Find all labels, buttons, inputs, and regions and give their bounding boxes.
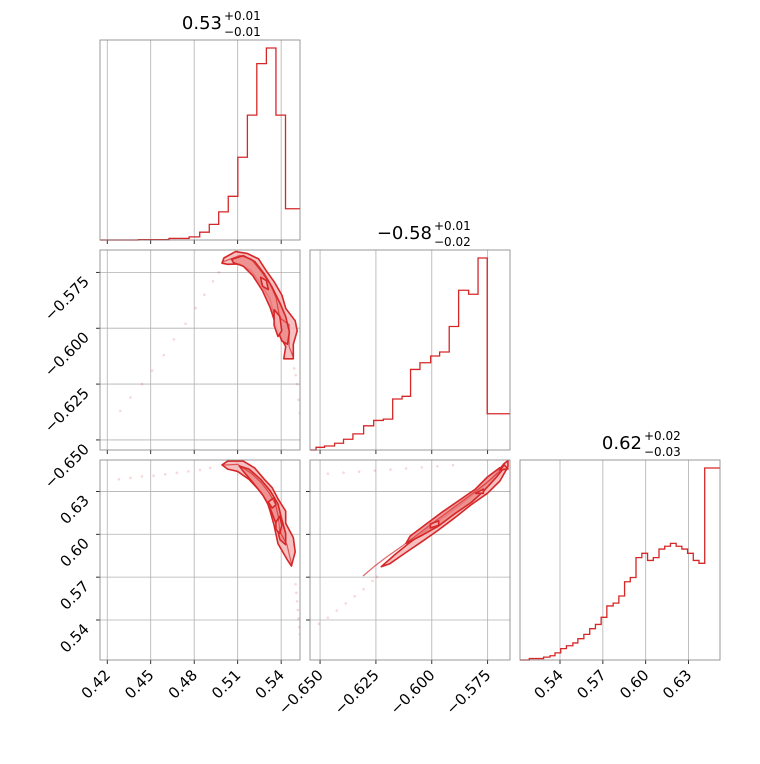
scatter-point	[129, 476, 132, 480]
scatter-point	[297, 398, 300, 402]
contour-panel-0	[118, 250, 300, 415]
scatter-point	[140, 382, 144, 386]
y-tick-label: −0.625	[41, 384, 93, 436]
x-tick-label: 0.45	[121, 666, 157, 702]
scatter-point	[187, 470, 190, 473]
scatter-point	[295, 382, 299, 386]
scatter-point	[292, 367, 296, 370]
scatter-point	[389, 468, 392, 471]
panel-frame-0-0	[99, 39, 301, 241]
scatter-point	[357, 470, 361, 474]
scatter-point	[373, 469, 377, 472]
histogram-step-2	[520, 467, 720, 661]
title-value: 0.62	[602, 433, 642, 454]
title-minus: −0.03	[644, 445, 681, 459]
contour-ridge	[222, 254, 294, 357]
scatter-point	[295, 591, 298, 595]
scatter-point	[326, 472, 330, 476]
scatter-point	[294, 373, 297, 377]
scatter-point	[198, 468, 202, 472]
scatter-point	[436, 464, 439, 468]
histogram-step-0	[100, 47, 300, 241]
panel-frame-2-1	[309, 459, 511, 661]
scatter-point	[203, 293, 206, 296]
scatter-point	[217, 271, 221, 274]
scatter-point	[297, 625, 300, 629]
title-minus: −0.02	[434, 235, 471, 249]
y-tick-label: 0.57	[56, 577, 92, 613]
scatter-point	[163, 472, 167, 476]
contour-panel-2	[317, 460, 509, 626]
contour-panel-1	[117, 460, 300, 636]
scatter-point	[375, 575, 379, 579]
scatter-point	[294, 582, 297, 586]
title-plus: +0.02	[644, 429, 681, 443]
scatter-point	[451, 463, 455, 467]
scatter-point	[129, 396, 132, 399]
x-tick-label: 0.54	[530, 666, 566, 702]
contour-ridge	[222, 463, 293, 567]
x-tick-label: 0.57	[573, 666, 609, 702]
scatter-point	[118, 409, 122, 413]
scatter-point	[162, 353, 166, 357]
scatter-point	[404, 467, 408, 470]
panel-frame-1-0	[99, 249, 301, 451]
x-tick-label: 0.60	[616, 666, 652, 702]
y-tick-label: 0.54	[56, 620, 92, 656]
scatter-point	[362, 587, 365, 591]
panel-frame-1-1	[309, 249, 511, 451]
scatter-point	[296, 608, 300, 612]
scatter-point	[342, 471, 345, 475]
scatter-point	[194, 306, 197, 310]
x-tick-label: −0.600	[387, 666, 439, 718]
panel-frame-2-0	[99, 459, 301, 661]
title-value: 0.53	[182, 13, 222, 34]
histogram-title-0: 0.53 +0.01 −0.01	[182, 9, 261, 39]
x-tick-label: 0.48	[165, 666, 201, 702]
histogram-title-1: −0.58 +0.01 −0.02	[377, 219, 471, 249]
title-plus: +0.01	[224, 9, 261, 23]
scatter-point	[140, 475, 144, 478]
scatter-point	[297, 617, 300, 620]
y-tick-label: 0.63	[56, 492, 92, 528]
x-tick-label: −0.625	[331, 666, 383, 718]
contour-ridge	[362, 465, 505, 577]
x-tick-label: 0.63	[659, 666, 695, 702]
title-minus: −0.01	[224, 25, 261, 39]
scatter-point	[175, 471, 179, 475]
contour-inner	[429, 520, 440, 529]
x-tick-label: 0.51	[208, 666, 244, 702]
y-tick-label: 0.60	[56, 534, 92, 570]
contour-inner	[474, 488, 485, 495]
y-tick-label: −0.600	[41, 328, 93, 380]
panel-frame-2-2	[519, 459, 721, 661]
scatter-point	[353, 594, 356, 598]
y-tick-label: −0.650	[41, 440, 93, 492]
scatter-point	[326, 616, 330, 620]
scatter-point	[371, 579, 374, 583]
scatter-point	[211, 279, 215, 283]
x-tick-label: 0.42	[78, 666, 114, 702]
scatter-point	[335, 609, 339, 612]
scatter-point	[317, 622, 321, 626]
histogram-title-2: 0.62 +0.02 −0.03	[602, 429, 681, 459]
histogram-step-1	[310, 257, 510, 451]
scatter-point	[172, 338, 176, 341]
scatter-point	[117, 477, 121, 481]
scatter-point	[152, 474, 155, 478]
scatter-point	[344, 602, 348, 605]
scatter-point	[420, 466, 424, 469]
scatter-point	[208, 466, 212, 470]
title-plus: +0.01	[434, 219, 471, 233]
title-value: −0.58	[377, 223, 432, 244]
scatter-point	[295, 600, 299, 603]
contour-inner	[259, 276, 270, 291]
scatter-point	[184, 322, 187, 326]
x-tick-label: −0.575	[442, 666, 494, 718]
scatter-point	[150, 369, 154, 372]
y-tick-label: −0.575	[41, 272, 93, 324]
